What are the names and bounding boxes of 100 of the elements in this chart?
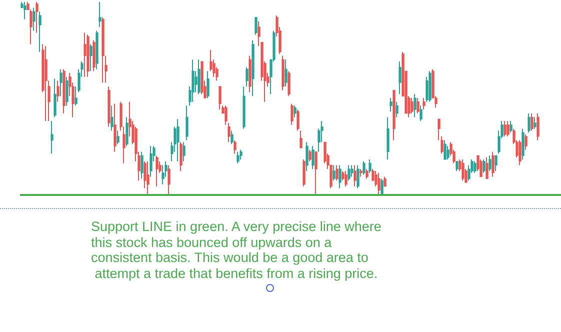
candlestick (84, 32, 86, 78)
candlestick (420, 105, 422, 122)
candlestick (366, 168, 368, 180)
candlestick (44, 46, 48, 122)
candlestick (518, 140, 522, 166)
candlestick (54, 78, 56, 118)
candlestick (114, 103, 116, 152)
candlestick (290, 103, 294, 126)
candlestick (126, 116, 128, 146)
candlestick (186, 105, 188, 141)
candlestick (38, 11, 42, 52)
candlestick (50, 120, 54, 154)
candlestick (312, 146, 314, 170)
candlestick (350, 164, 354, 178)
candlestick (504, 120, 506, 137)
candlestick (338, 164, 342, 189)
candlestick (254, 16, 258, 36)
candlestick (480, 158, 482, 178)
candlestick (98, 2, 102, 28)
candlestick (410, 98, 414, 114)
candlestick (414, 94, 416, 118)
candlestick (192, 59, 194, 102)
candlestick (110, 105, 114, 132)
candlestick (140, 151, 144, 180)
candlestick (380, 178, 384, 194)
candlestick (440, 136, 444, 154)
candlestick (524, 134, 528, 150)
candlestick (180, 142, 182, 172)
candlestick (426, 76, 428, 102)
candlestick (288, 70, 290, 97)
candlestick (236, 151, 240, 164)
candlestick (486, 157, 488, 180)
candlestick (348, 164, 350, 182)
candlestick (162, 164, 164, 185)
candlestick (456, 160, 458, 172)
candlestick (482, 158, 486, 174)
candlestick (528, 112, 530, 134)
candlestick (474, 160, 476, 174)
candlestick (156, 155, 158, 187)
candlestick (302, 158, 306, 187)
candlestick (362, 160, 366, 176)
candlestick (224, 105, 228, 126)
candlestick (24, 2, 26, 20)
candlestick (384, 176, 386, 187)
candlestick (218, 86, 222, 110)
candlestick (36, 2, 38, 34)
candlestick (422, 98, 426, 110)
candlestick (116, 130, 120, 145)
candlestick (506, 120, 510, 137)
candlestick (228, 122, 230, 143)
candlestick (444, 140, 446, 160)
candlestick (308, 149, 312, 162)
candlestick (294, 105, 296, 118)
candlestick (198, 59, 200, 95)
text: Support LINE in green. A very precise line where this stock has bounced off upwards on a consistent basis. This would be a good area to attempt a trade that benefits from a rising price. (91, 219, 382, 281)
candlestick (182, 142, 186, 162)
candlestick (168, 164, 170, 194)
candlestick (462, 158, 464, 182)
candlestick (32, 7, 36, 32)
candlestick (356, 164, 360, 189)
candlestick (246, 66, 248, 87)
candlestick (416, 98, 420, 114)
candlestick (536, 112, 540, 141)
candlestick (378, 172, 380, 194)
candlestick (446, 146, 450, 160)
candlestick (234, 140, 236, 154)
candlestick (60, 68, 62, 97)
candlestick (522, 128, 524, 160)
candlestick (120, 101, 122, 132)
candlestick (176, 118, 180, 162)
candlestick (396, 101, 398, 118)
candlestick (122, 126, 126, 164)
candlestick (530, 112, 534, 132)
candlestick (66, 76, 68, 106)
candlestick (194, 70, 198, 93)
candlestick (314, 151, 318, 194)
candlestick (510, 120, 512, 134)
candlestick (296, 109, 300, 132)
candlestick (306, 142, 308, 172)
candlestick (492, 151, 494, 178)
candlestick (230, 130, 234, 145)
candlestick (368, 158, 372, 174)
candlestick (534, 116, 536, 130)
candlestick (336, 164, 338, 182)
candlestick (240, 149, 242, 160)
candlestick (344, 170, 348, 187)
candlestick (146, 160, 150, 194)
candlestick (150, 146, 152, 178)
candlestick (206, 70, 210, 98)
candlestick (386, 116, 390, 160)
candlestick (354, 164, 356, 187)
candlestick (90, 44, 92, 72)
candlestick (438, 118, 440, 141)
candlestick (332, 164, 336, 182)
candlestick (284, 59, 288, 87)
candlestick (488, 155, 492, 172)
candlestick (56, 80, 60, 102)
candlestick (300, 130, 302, 148)
candlestick (494, 155, 498, 172)
candlestick (390, 98, 392, 112)
